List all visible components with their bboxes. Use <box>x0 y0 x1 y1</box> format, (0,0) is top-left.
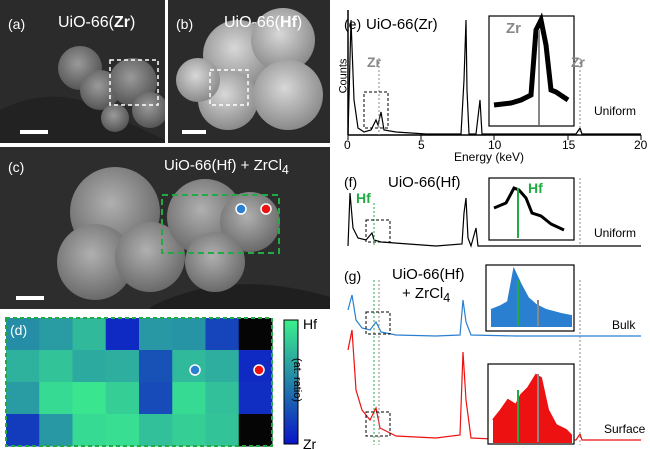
panel-f-label: (f) <box>344 174 358 190</box>
map-cell <box>139 318 173 351</box>
bulk-note: Bulk <box>612 318 636 332</box>
surface-note: Surface <box>604 422 646 436</box>
panel-e-label: (e) <box>344 16 362 32</box>
panel-b-image: (b) UiO-66(Hf) <box>168 0 330 143</box>
map-cell <box>139 350 173 383</box>
panel-d-map: (d) Hf Zr (at. ratio) <box>0 314 330 449</box>
map-cell <box>172 318 206 351</box>
red-marker-d <box>253 364 265 376</box>
map-cell <box>105 350 140 383</box>
panel-c-title: UiO-66(Hf) + ZrCl4 <box>164 157 289 177</box>
map-cell <box>205 350 240 383</box>
tick-15: 15 <box>562 138 576 152</box>
panel-e-title: UiO-66(Zr) <box>366 16 438 33</box>
map-cell <box>105 318 140 351</box>
red-marker-c <box>260 203 272 215</box>
panel-a-title: UiO-66(Zr) <box>58 14 136 31</box>
blue-marker-d <box>189 364 201 376</box>
colorbar <box>283 319 299 445</box>
panel-e-spectrum: (e) UiO-66(Zr) Counts Energy (keV) 0 5 1… <box>336 0 650 165</box>
particles-c <box>16 167 330 309</box>
hf-inset-label: Hf <box>528 180 543 196</box>
colorbar-bottom-label: Zr <box>303 436 317 449</box>
panel-d-label: (d) <box>10 322 28 338</box>
tick-20: 20 <box>634 138 648 152</box>
map-border <box>5 317 273 447</box>
map-cell <box>238 318 273 351</box>
blue-marker-c <box>235 203 247 215</box>
spectrum-g <box>347 264 641 445</box>
map-cell <box>6 382 40 415</box>
map-cell <box>172 382 206 415</box>
particles-a <box>0 46 165 143</box>
panel-b-title: UiO-66(Hf) <box>224 14 303 31</box>
panel-a-label: (a) <box>8 16 26 32</box>
spectrum-e <box>347 10 642 140</box>
map-cell <box>72 414 107 447</box>
panel-g-label: (g) <box>344 268 362 284</box>
map-cell <box>72 382 107 415</box>
panel-b-label: (b) <box>176 16 194 32</box>
map-cell <box>105 414 140 447</box>
panel-a-image: (a) UiO-66(Zr) <box>0 0 165 143</box>
map-cell <box>172 350 206 383</box>
tick-10: 10 <box>488 138 502 152</box>
panel-c-image: (c) UiO-66(Hf) + ZrCl4 <box>0 147 330 309</box>
map-cell <box>105 382 140 415</box>
map-cell <box>238 414 273 447</box>
map-cell <box>39 350 73 383</box>
panel-f-title: UiO-66(Hf) <box>388 174 461 191</box>
colorbar-top-label: Hf <box>303 316 317 332</box>
map-cell <box>6 318 40 351</box>
tick-5: 5 <box>418 138 425 152</box>
uniform-note-e: Uniform <box>594 104 637 118</box>
composition-map <box>5 317 299 447</box>
map-cell <box>205 318 240 351</box>
particles-b <box>176 8 323 134</box>
map-cell <box>72 350 107 383</box>
map-cell <box>6 350 40 383</box>
uniform-note-f: Uniform <box>594 226 637 240</box>
map-cell <box>39 318 73 351</box>
panel-c-label: (c) <box>8 159 25 175</box>
panel-g-title-2: + ZrCl4 <box>402 285 451 305</box>
map-cell <box>172 414 206 447</box>
panel-f-spectrum: (f) UiO-66(Hf) Hf Hf Uniform <box>336 168 650 258</box>
zr-peak-label: Zr <box>367 54 381 70</box>
map-cell <box>238 382 273 415</box>
spectrum-f <box>347 177 641 248</box>
energy-axis-label: Energy (keV) <box>454 150 525 164</box>
panel-g-title-1: UiO-66(Hf) <box>392 266 465 283</box>
map-cell <box>139 382 173 415</box>
map-cell <box>205 382 240 415</box>
tick-0: 0 <box>344 138 351 152</box>
counts-axis-label: Counts <box>337 58 350 94</box>
colorbar-axis-label: (at. ratio) <box>291 357 304 403</box>
map-cell <box>39 382 73 415</box>
panel-g-spectrum: (g) UiO-66(Hf) + ZrCl4 Bulk Surface <box>336 260 650 449</box>
map-cell <box>39 414 73 447</box>
map-cell <box>72 318 107 351</box>
map-cell <box>205 414 240 447</box>
map-cell <box>139 414 173 447</box>
zr-peak-label-2: Zr <box>571 54 585 70</box>
hf-peak-label: Hf <box>356 190 371 206</box>
map-cell <box>6 414 40 447</box>
zr-inset-label: Zr <box>506 20 521 37</box>
